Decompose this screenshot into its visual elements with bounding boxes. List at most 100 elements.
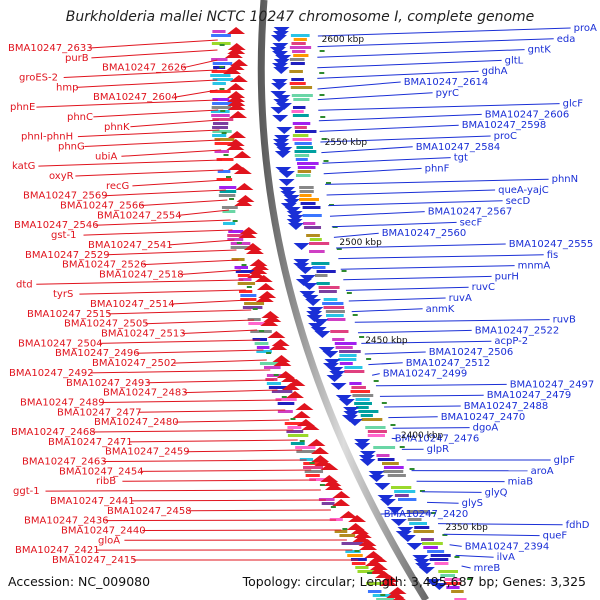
reverse-label-connector (138, 409, 286, 413)
forward-gene-label: queA-yajC (498, 185, 549, 196)
forward-cds-block (297, 166, 316, 169)
reverse-label-connector (89, 39, 218, 49)
forward-gene-arrow (275, 55, 292, 62)
forward-label-connector (392, 427, 470, 429)
forward-gene-arrow (274, 95, 291, 102)
tick-mark (299, 440, 305, 442)
tick-mark (346, 292, 352, 294)
forward-cds-block (365, 426, 386, 429)
forward-cds-block (444, 578, 461, 581)
reverse-gene-label: BMA10247_2463 (22, 457, 107, 468)
reverse-gene-label: katG (12, 161, 35, 172)
reverse-label-connectors (36, 39, 359, 561)
reverse-cds-block (218, 194, 236, 197)
reverse-gene-arrow (228, 131, 247, 138)
reverse-gene-label: phnE (10, 102, 35, 113)
forward-gene-arrow (314, 331, 331, 338)
forward-gene-arrow (276, 103, 293, 110)
reverse-gene-arrow (247, 271, 266, 278)
forward-cds-block (290, 62, 305, 65)
forward-gene-arrow (399, 535, 416, 542)
tick-mark (367, 572, 373, 574)
forward-label-connector (319, 124, 459, 132)
tick-mark (319, 484, 325, 486)
forward-cds-block (356, 406, 369, 409)
reverse-label-connector (90, 369, 271, 374)
reverse-cds-block (212, 134, 227, 137)
forward-gene-arrow (343, 411, 360, 418)
reverse-label-connector (169, 239, 235, 246)
reverse-gene-label: phnC (67, 112, 93, 123)
forward-gene-arrow (272, 31, 289, 38)
kbp-marker-label: 2450 kbp (365, 336, 408, 346)
forward-cds-block (300, 202, 316, 205)
reverse-cds-block (217, 170, 231, 173)
tick-mark (330, 506, 336, 508)
reverse-cds-block (219, 186, 237, 189)
reverse-gene-label: BMA10247_2505 (64, 319, 149, 330)
forward-label-connector (317, 92, 433, 101)
forward-gene-label: BMA10247_2614 (404, 77, 489, 88)
reverse-cds-block (227, 234, 247, 237)
forward-cds-block (292, 138, 312, 141)
forward-gene-label: glpR (427, 444, 449, 455)
forward-gene-label: proC (494, 131, 517, 142)
kbp-marker-label: 2400 kbp (401, 431, 444, 441)
reverse-gene-label: BMA10247_2554 (97, 210, 182, 221)
forward-cds-block (299, 186, 314, 189)
forward-gene-arrow (377, 495, 394, 502)
forward-gene-arrow (346, 419, 363, 426)
forward-cds-block (443, 582, 462, 585)
forward-gene-arrow (425, 579, 442, 586)
forward-cds-block (299, 190, 314, 193)
forward-gene-arrow (330, 383, 347, 390)
forward-label-connector (325, 178, 549, 185)
reverse-gene-arrow (261, 311, 280, 318)
forward-gene-arrow (280, 203, 297, 210)
forward-cds-block (292, 106, 306, 109)
forward-gene-arrow (286, 211, 303, 218)
reverse-gene-label: BMA10247_2633 (8, 43, 93, 54)
reverse-cds-block (214, 150, 229, 153)
forward-gene-label: miaB (508, 477, 534, 488)
reverse-cds-block (254, 342, 269, 345)
tick-mark (442, 534, 448, 536)
reverse-label-connector (143, 259, 239, 266)
reverse-cds-block (211, 70, 229, 73)
forward-cds-block (383, 470, 404, 473)
forward-label-connector (361, 340, 492, 344)
forward-cds-block (454, 598, 467, 600)
forward-cds-block (292, 134, 309, 137)
reverse-cds-block (211, 106, 232, 109)
reverse-cds-block (216, 158, 234, 161)
forward-label-connector (317, 38, 554, 48)
forward-label-connectors (317, 27, 571, 569)
forward-label-connector (343, 275, 492, 281)
forward-gene-arrow (293, 243, 310, 250)
forward-label-connector (364, 351, 426, 355)
reverse-cds-block (210, 74, 231, 77)
forward-cds-block (294, 150, 317, 153)
forward-cds-block (292, 114, 309, 117)
forward-gene-label: BMA10247_2506 (429, 347, 514, 358)
forward-label-connector (333, 232, 379, 238)
reverse-cds-block (286, 430, 304, 433)
forward-label-connector (375, 383, 507, 387)
forward-cds-block (293, 54, 309, 57)
reverse-gene-arrow (254, 275, 273, 282)
forward-cds-block (421, 538, 434, 541)
reverse-label-connector (103, 459, 307, 463)
forward-cds-block (367, 434, 385, 437)
forward-gene-label: BMA10247_2512 (406, 358, 491, 369)
forward-gene-label: fdhD (566, 520, 590, 531)
reverse-cds-block (268, 386, 291, 389)
tick-mark (390, 424, 396, 426)
reverse-gene-arrow (230, 59, 249, 66)
reverse-label-connector (121, 149, 222, 157)
reverse-gene-label: BMA10247_2421 (15, 545, 100, 556)
forward-gene-label: BMA10247_2584 (416, 142, 501, 153)
reverse-gene-label: gst-1 (51, 230, 76, 241)
forward-cds-block (413, 530, 434, 533)
reverse-gene-arrow (227, 27, 246, 34)
